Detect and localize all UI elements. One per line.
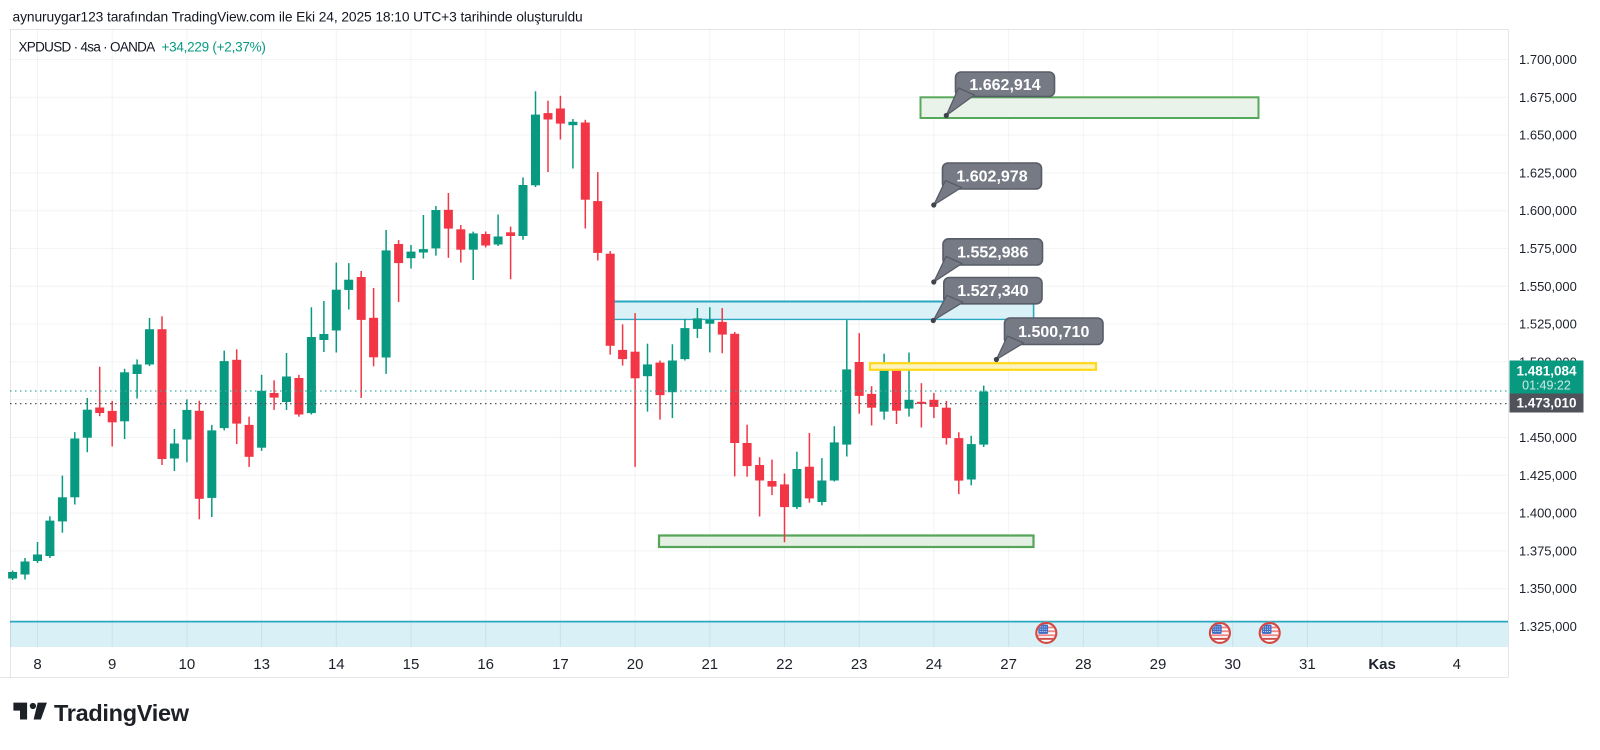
svg-text:1.375,000: 1.375,000	[1519, 543, 1577, 558]
svg-text:1.525,000: 1.525,000	[1519, 317, 1577, 332]
svg-text:01:49:22: 01:49:22	[1522, 379, 1571, 393]
svg-text:1.450,000: 1.450,000	[1519, 430, 1577, 445]
svg-text:20: 20	[627, 656, 644, 673]
svg-text:+34,229 (+2,37%): +34,229 (+2,37%)	[162, 40, 266, 55]
svg-text:4: 4	[1453, 656, 1461, 673]
svg-text:15: 15	[403, 656, 420, 673]
svg-text:1.350,000: 1.350,000	[1519, 581, 1577, 596]
svg-text:31: 31	[1299, 656, 1316, 673]
svg-text:24: 24	[926, 656, 943, 673]
svg-text:30: 30	[1224, 656, 1241, 673]
svg-text:9: 9	[108, 656, 116, 673]
svg-text:23: 23	[851, 656, 868, 673]
svg-text:1.602,978: 1.602,978	[956, 169, 1027, 186]
svg-text:22: 22	[776, 656, 793, 673]
svg-text:Kas: Kas	[1368, 656, 1396, 673]
svg-text:1.325,000: 1.325,000	[1519, 619, 1577, 634]
svg-text:27: 27	[1000, 656, 1017, 673]
svg-text:1.400,000: 1.400,000	[1519, 506, 1577, 521]
svg-text:1.675,000: 1.675,000	[1519, 90, 1577, 105]
svg-text:aynuruygar123 tarafından Tradi: aynuruygar123 tarafından TradingView.com…	[13, 10, 583, 25]
svg-text:1.552,986: 1.552,986	[957, 244, 1028, 261]
svg-text:8: 8	[33, 656, 41, 673]
svg-text:1.550,000: 1.550,000	[1519, 279, 1577, 294]
svg-text:1.425,000: 1.425,000	[1519, 468, 1577, 483]
svg-text:16: 16	[477, 656, 494, 673]
svg-text:1.575,000: 1.575,000	[1519, 241, 1577, 256]
svg-text:1.481,084: 1.481,084	[1516, 364, 1577, 379]
svg-text:1.625,000: 1.625,000	[1519, 165, 1577, 180]
svg-text:14: 14	[328, 656, 345, 673]
svg-text:TradingView: TradingView	[54, 700, 190, 726]
svg-text:1.527,340: 1.527,340	[957, 283, 1028, 300]
svg-text:1.650,000: 1.650,000	[1519, 128, 1577, 143]
svg-text:XPDUSD · 4sa · OANDA: XPDUSD · 4sa · OANDA	[19, 40, 156, 55]
svg-text:1.473,010: 1.473,010	[1516, 396, 1576, 411]
svg-text:1.700,000: 1.700,000	[1519, 52, 1577, 67]
svg-text:1.662,914: 1.662,914	[969, 77, 1040, 94]
svg-text:1.600,000: 1.600,000	[1519, 203, 1577, 218]
svg-text:29: 29	[1150, 656, 1167, 673]
svg-text:28: 28	[1075, 656, 1092, 673]
svg-text:1.500,710: 1.500,710	[1018, 324, 1089, 341]
svg-text:13: 13	[253, 656, 270, 673]
svg-text:17: 17	[552, 656, 569, 673]
svg-text:10: 10	[179, 656, 196, 673]
svg-text:21: 21	[701, 656, 718, 673]
